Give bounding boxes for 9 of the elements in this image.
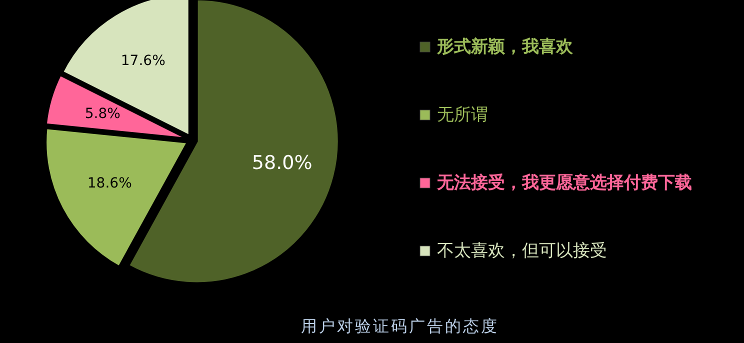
legend-label: 无法接受，我更愿意选择付费下载	[436, 173, 692, 193]
legend-label: 形式新颖，我喜欢	[436, 37, 574, 57]
data-label: 18.6%	[87, 175, 132, 192]
data-label: 58.0%	[252, 152, 312, 174]
legend-label: 无所谓	[437, 105, 488, 125]
data-label: 17.6%	[120, 52, 166, 69]
legend-label: 不太喜欢，但可以接受	[437, 241, 607, 261]
text: 用户对验证码广告的态度	[301, 316, 499, 336]
data-label: 5.8%	[84, 106, 120, 122]
